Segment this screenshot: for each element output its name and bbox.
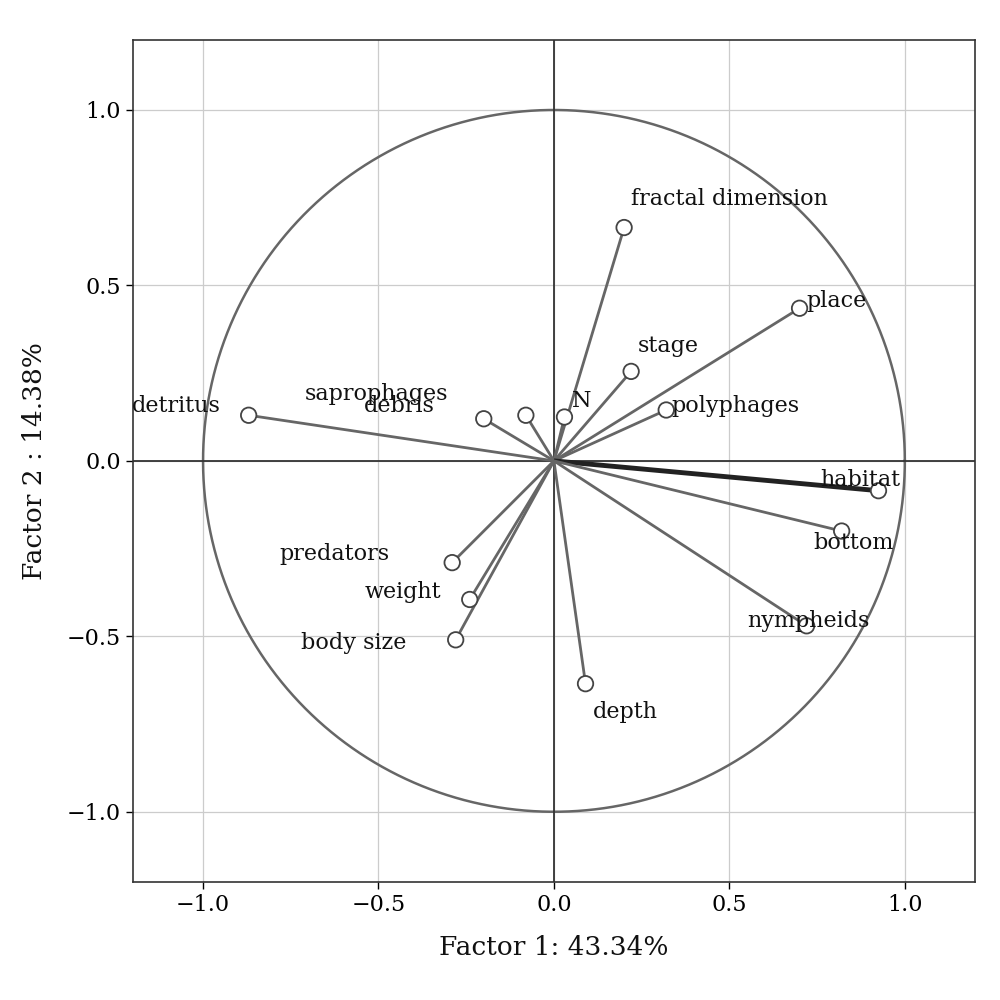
Circle shape xyxy=(799,618,814,634)
Circle shape xyxy=(578,676,593,691)
Text: saprophages: saprophages xyxy=(305,383,449,405)
Circle shape xyxy=(659,402,674,418)
Circle shape xyxy=(462,592,477,607)
Circle shape xyxy=(834,523,849,539)
Text: bottom: bottom xyxy=(814,532,894,554)
Circle shape xyxy=(476,411,491,426)
Text: detritus: detritus xyxy=(132,395,221,417)
Text: N: N xyxy=(571,390,591,412)
Circle shape xyxy=(623,364,639,379)
Circle shape xyxy=(616,220,632,235)
Circle shape xyxy=(557,409,572,425)
Text: depth: depth xyxy=(593,701,658,723)
Text: predators: predators xyxy=(279,543,389,565)
Text: body size: body size xyxy=(301,632,407,654)
Text: weight: weight xyxy=(365,581,442,603)
Circle shape xyxy=(444,555,460,570)
Text: nympheids: nympheids xyxy=(747,610,869,632)
Circle shape xyxy=(871,483,886,498)
Circle shape xyxy=(792,301,807,316)
Text: polyphages: polyphages xyxy=(671,395,800,417)
Text: debris: debris xyxy=(364,395,435,417)
Text: fractal dimension: fractal dimension xyxy=(631,188,828,210)
Text: place: place xyxy=(807,290,867,312)
Y-axis label: Factor 2 : 14.38%: Factor 2 : 14.38% xyxy=(22,342,48,580)
Circle shape xyxy=(241,408,256,423)
Circle shape xyxy=(448,632,463,648)
X-axis label: Factor 1: 43.34%: Factor 1: 43.34% xyxy=(439,935,669,960)
Text: habitat: habitat xyxy=(821,469,901,491)
Text: stage: stage xyxy=(638,335,699,357)
Circle shape xyxy=(518,408,534,423)
